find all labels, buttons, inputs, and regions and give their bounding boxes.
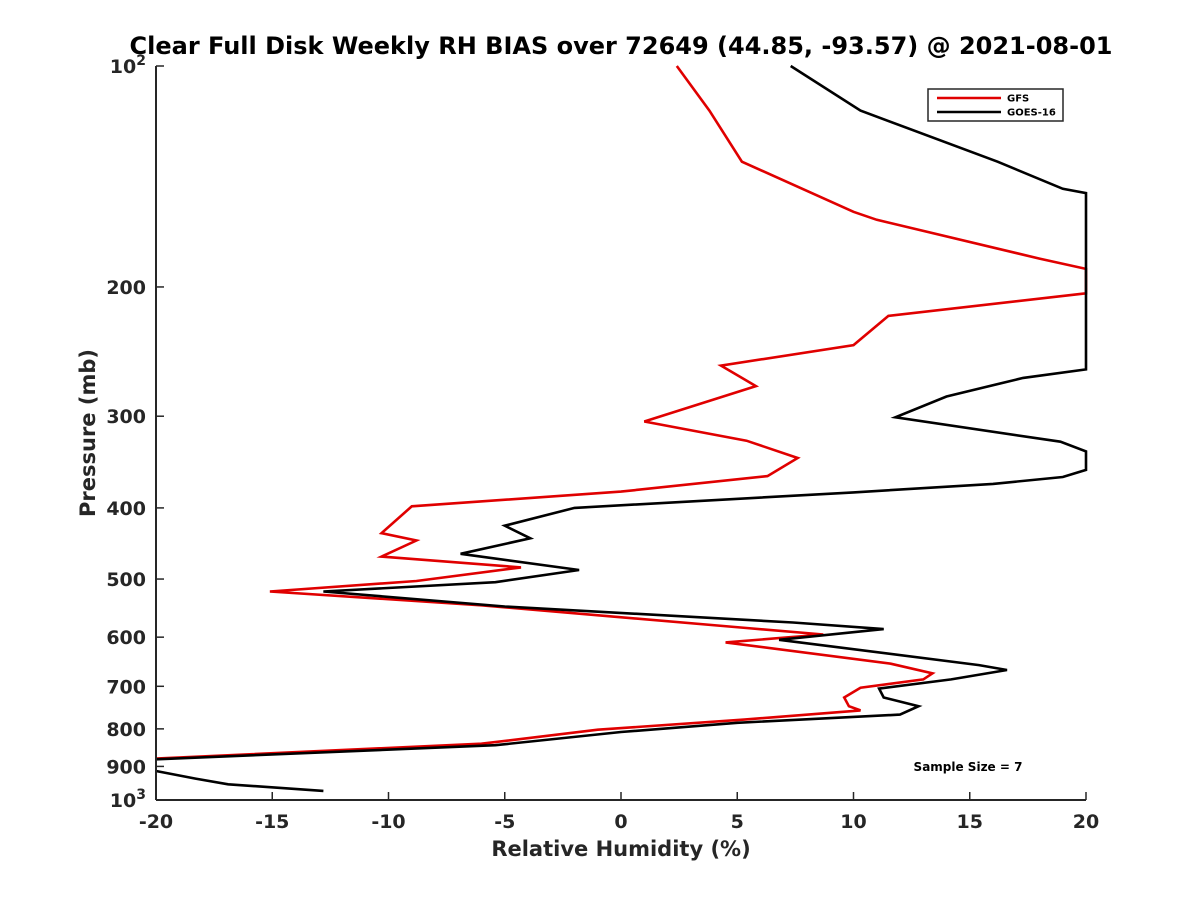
y-axis-label: Pressure (mb): [76, 349, 100, 517]
x-tick-label: 0: [614, 811, 627, 833]
x-axis-label: Relative Humidity (%): [491, 837, 750, 861]
y-tick-label: 200: [106, 277, 146, 299]
legend-entry-label: GFS: [1007, 94, 1029, 105]
sample-size-annotation: Sample Size = 7: [914, 760, 1023, 774]
x-tick-label: -10: [371, 811, 405, 833]
y-tick-label: 500: [106, 569, 146, 591]
x-tick-label: -5: [494, 811, 515, 833]
series-line-gfs: [155, 65, 1088, 760]
x-tick-label: 20: [1073, 811, 1099, 833]
legend-box: [927, 88, 1064, 122]
y-tick-label: 300: [106, 406, 146, 428]
y-tick-label: 600: [106, 627, 146, 649]
legend: GFS GOES-16: [927, 88, 1064, 122]
series-line-segment-2: [155, 769, 324, 793]
y-tick-label: 800: [106, 719, 146, 741]
y-tick-label: 700: [106, 676, 146, 698]
y-tick-label: 102: [110, 53, 146, 78]
y-tick-label: 900: [106, 756, 146, 778]
x-tick-label: 5: [731, 811, 744, 833]
x-tick-label: -15: [255, 811, 289, 833]
x-tick-label: -20: [139, 811, 173, 833]
x-tick-label: 15: [957, 811, 983, 833]
x-tick-label: 10: [840, 811, 866, 833]
legend-entry-label: GOES-16: [1007, 108, 1056, 119]
series-line-goes-16: [155, 64, 1088, 761]
chart-title: Clear Full Disk Weekly RH BIAS over 7264…: [130, 32, 1113, 60]
y-tick-label: 400: [106, 498, 146, 520]
y-tick-label: 103: [110, 787, 146, 812]
